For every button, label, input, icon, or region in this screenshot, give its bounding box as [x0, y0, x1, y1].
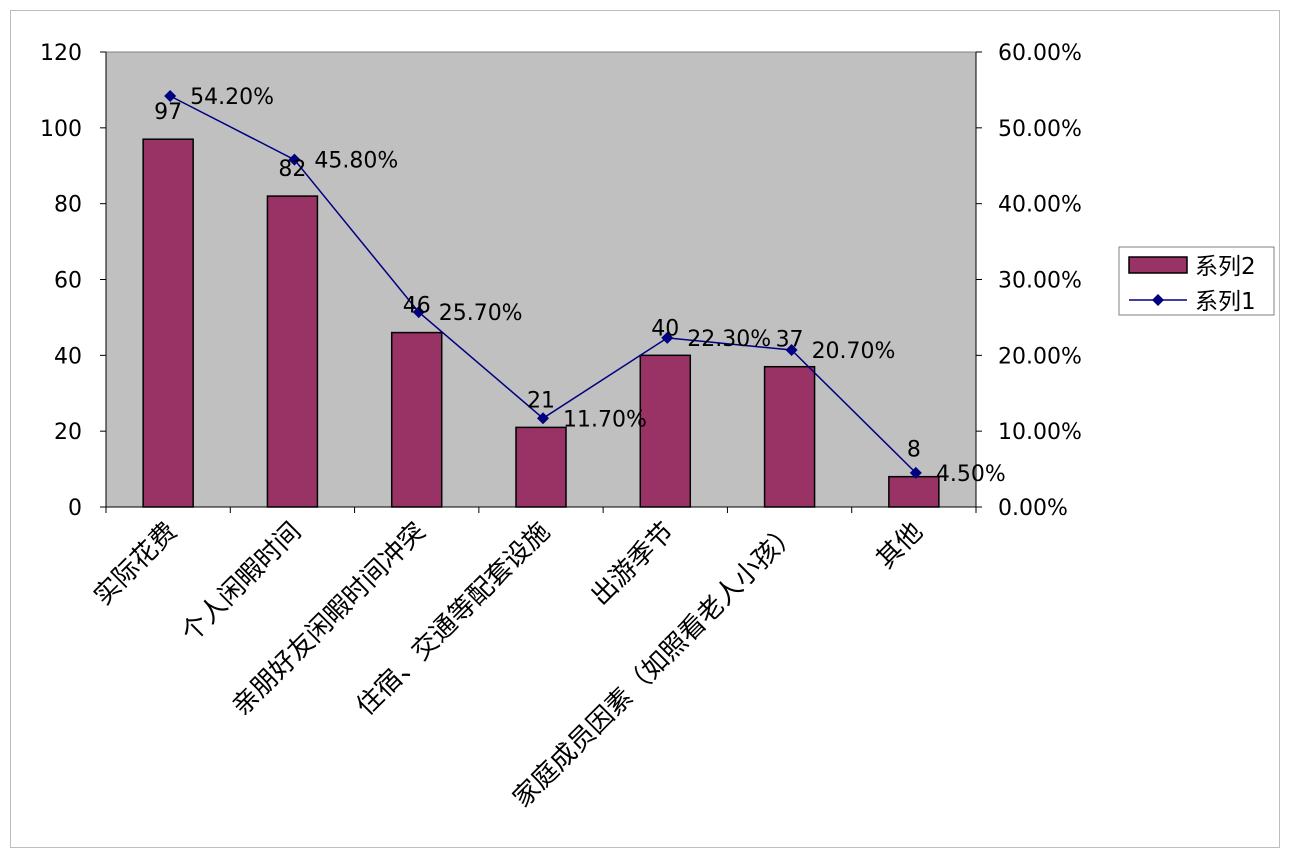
right-axis-tick-label: 60.00%: [998, 41, 1082, 66]
bar: [888, 475, 940, 508]
bar-value-label: 46: [403, 294, 431, 319]
legend-line-marker: [1152, 294, 1164, 306]
line-marker: [288, 153, 301, 166]
left-axis-tick-label: 0: [68, 496, 82, 521]
right-axis: 0.00% 10.00% 20.00% 30.00% 40.00% 50.00% 60.00…: [975, 41, 1082, 521]
bar-value-label: 40: [651, 316, 679, 341]
bar: [390, 331, 443, 508]
right-axis-tick-label: 30.00%: [998, 269, 1082, 294]
left-axis-tick-label: 100: [40, 117, 82, 142]
line-marker: [412, 306, 425, 319]
legend-label-series2: 系列2: [1195, 254, 1256, 280]
category-label: 实际花费: [88, 517, 183, 612]
bar-value-label: 8: [907, 438, 921, 463]
right-axis-tick-label: 20.00%: [998, 344, 1082, 369]
left-axis: 0 20 40 60 80 100 120: [40, 41, 107, 521]
line-value-label: 22.30%: [687, 327, 771, 352]
category-label: 个人闲暇时间: [176, 517, 308, 649]
chart-svg: 0 20 40 60 80 100 120 0.00% 10.00% 20.00% 30.00% 4…: [40, 41, 1275, 814]
bar: [763, 365, 816, 508]
left-axis-tick-label: 40: [54, 344, 82, 369]
line-value-label: 25.70%: [439, 301, 523, 326]
category-label: 出游季节: [585, 517, 680, 612]
bar-data-labels: 97 82 46 21 40 37 8: [154, 100, 921, 462]
bar-series: [142, 138, 940, 508]
left-axis-tick-label: 120: [40, 41, 82, 66]
legend-bar-swatch: [1128, 256, 1188, 274]
bar-value-label: 21: [527, 388, 555, 413]
line-marker: [785, 344, 798, 357]
left-axis-tick-label: 80: [54, 193, 82, 218]
legend: 系列2 系列1: [1118, 246, 1275, 316]
line-value-label: 11.70%: [563, 407, 647, 432]
line-value-label: 54.20%: [190, 85, 274, 110]
bar-value-label: 97: [154, 100, 182, 125]
bar: [266, 195, 319, 508]
right-axis-tick-label: 50.00%: [998, 117, 1082, 142]
line-marker: [661, 331, 674, 344]
legend-label-series1: 系列1: [1195, 289, 1256, 315]
right-axis-tick-label: 10.00%: [998, 420, 1082, 445]
line-series: [164, 89, 922, 479]
line-marker: [909, 466, 922, 479]
line-value-label: 45.80%: [314, 149, 398, 174]
left-axis-tick-label: 60: [54, 269, 82, 294]
bar-value-label: 82: [278, 157, 306, 182]
category-label: 其他: [871, 517, 929, 575]
line-data-labels: 54.20% 45.80% 25.70% 11.70% 22.30% 20.70% 4.50…: [190, 85, 1006, 487]
bar: [142, 138, 194, 508]
line-value-label: 4.50%: [936, 462, 1006, 487]
right-axis-tick-label: 40.00%: [998, 193, 1082, 218]
bar-value-label: 37: [776, 328, 804, 353]
left-axis-tick-label: 20: [54, 420, 82, 445]
right-axis-tick-label: 0.00%: [998, 496, 1068, 521]
bar: [639, 354, 692, 508]
bar: [515, 426, 567, 508]
line-marker: [537, 412, 549, 425]
line-marker: [164, 89, 177, 102]
line-value-label: 20.70%: [812, 339, 896, 364]
chart-frame: 0 20 40 60 80 100 120 0.00% 10.00% 20.00% 30.00% 4…: [10, 10, 1280, 848]
